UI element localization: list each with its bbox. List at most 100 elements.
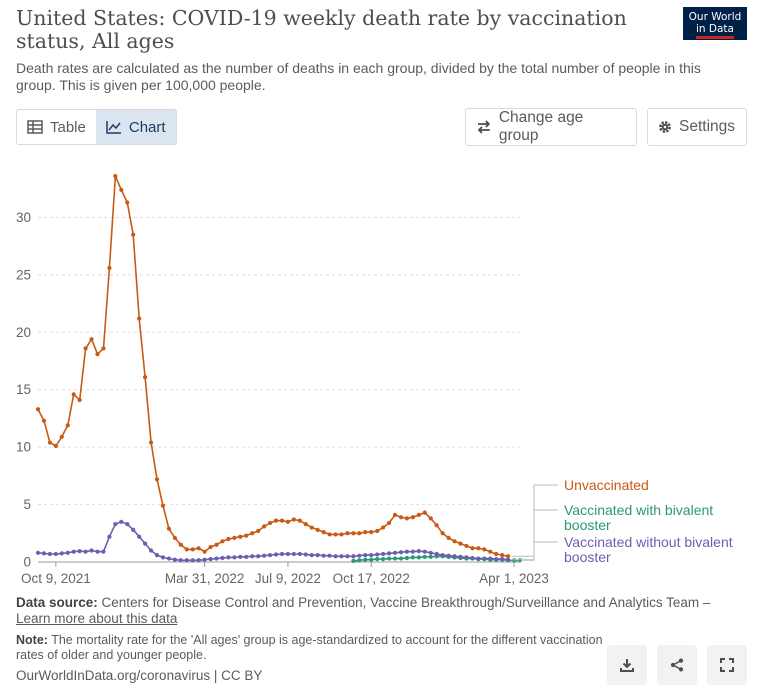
series-line	[37, 175, 509, 558]
data-point	[125, 200, 130, 205]
data-point	[375, 528, 380, 534]
data-point	[238, 554, 243, 559]
data-point	[262, 524, 267, 529]
share-button[interactable]	[657, 645, 697, 685]
data-point	[190, 547, 195, 552]
change-age-group-label: Change age group	[498, 109, 584, 144]
data-point	[41, 418, 47, 423]
data-point	[208, 557, 213, 562]
data-point	[392, 550, 398, 555]
data-point	[369, 530, 374, 535]
data-point	[113, 173, 118, 179]
download-button[interactable]	[607, 645, 647, 685]
data-point	[363, 530, 368, 535]
data-point	[410, 555, 415, 560]
data-point	[65, 550, 70, 555]
data-point	[327, 553, 332, 558]
data-point	[345, 531, 350, 536]
data-point	[172, 557, 177, 562]
data-point	[297, 551, 302, 557]
data-point	[262, 553, 267, 558]
data-point	[125, 521, 130, 527]
data-point	[428, 550, 433, 555]
data-point	[154, 477, 160, 482]
chart-subtitle: Death rates are calculated as the number…	[16, 60, 701, 93]
data-point	[285, 519, 291, 524]
data-point	[279, 551, 285, 557]
data-point	[178, 558, 183, 563]
data-point	[381, 557, 386, 562]
settings-button[interactable]: Settings	[647, 108, 747, 146]
data-point	[232, 535, 237, 540]
data-point	[351, 554, 356, 559]
data-point	[291, 517, 296, 522]
gear-icon	[659, 121, 671, 133]
data-point	[83, 346, 88, 351]
attribution[interactable]: OurWorldInData.org/coronavirus | CC BY	[16, 668, 263, 683]
logo-line1: Our World	[688, 11, 742, 23]
data-point	[416, 512, 421, 518]
x-axis-ticks: Oct 9, 2021 Mar 31, 2022 Jul 9, 2022 Oct 17…	[21, 562, 549, 586]
series-without_bivalent	[35, 519, 511, 563]
data-point	[375, 552, 380, 557]
data-point	[178, 542, 183, 547]
data-point	[476, 556, 481, 561]
data-point	[428, 516, 433, 521]
expand-icon	[720, 658, 734, 672]
data-point	[279, 518, 285, 523]
data-point	[321, 530, 326, 535]
data-point	[386, 556, 392, 561]
data-point	[250, 531, 255, 536]
data-point	[202, 549, 207, 554]
data-point	[267, 553, 273, 558]
y-tick-label: 25	[16, 267, 31, 282]
data-point	[494, 557, 499, 562]
x-tick-label: Apr 1, 2023	[479, 571, 549, 586]
data-point	[392, 512, 398, 518]
tab-chart[interactable]: Chart	[95, 110, 176, 144]
data-point	[357, 531, 362, 536]
data-point	[101, 549, 106, 554]
data-point	[416, 555, 421, 560]
y-tick-label: 15	[16, 382, 31, 397]
data-point	[470, 555, 475, 561]
data-point	[137, 534, 142, 539]
owid-logo[interactable]: Our World in Data	[683, 7, 747, 40]
swap-arrows-icon	[477, 120, 491, 134]
data-point	[333, 532, 338, 537]
data-point	[95, 352, 100, 357]
data-point	[446, 553, 451, 558]
data-point	[220, 539, 225, 544]
tab-table[interactable]: Table	[17, 110, 96, 144]
x-tick-label: Oct 9, 2021	[21, 571, 91, 586]
data-point	[273, 552, 279, 557]
data-point	[250, 554, 255, 559]
data-point	[422, 549, 427, 554]
data-point	[422, 554, 427, 559]
tab-chart-label: Chart	[128, 118, 166, 136]
data-source: Data source: Centers for Disease Control…	[16, 595, 726, 627]
data-point	[291, 551, 296, 557]
change-age-group-button[interactable]: Change age group	[465, 108, 637, 146]
data-point	[452, 554, 457, 559]
data-point	[452, 539, 457, 544]
chart-note: Note: The mortality rate for the 'All ag…	[16, 633, 606, 663]
y-axis-ticks: 0 5 10 15 20 25 30	[16, 210, 31, 570]
data-point	[226, 555, 231, 560]
data-point	[500, 553, 505, 558]
data-point	[303, 521, 308, 527]
data-point	[59, 434, 64, 439]
legend-connector	[511, 484, 558, 557]
data-point	[404, 549, 410, 554]
series-unvaccinated	[35, 173, 511, 559]
fullscreen-button[interactable]	[707, 645, 747, 685]
data-point	[333, 554, 338, 559]
data-point	[143, 541, 148, 546]
data-point	[160, 555, 166, 560]
data-point	[345, 554, 350, 559]
data-point	[59, 551, 64, 556]
data-point	[244, 554, 249, 559]
data-point	[398, 556, 404, 561]
learn-more-link[interactable]: Learn more about this data	[16, 611, 178, 626]
data-point	[440, 531, 445, 536]
